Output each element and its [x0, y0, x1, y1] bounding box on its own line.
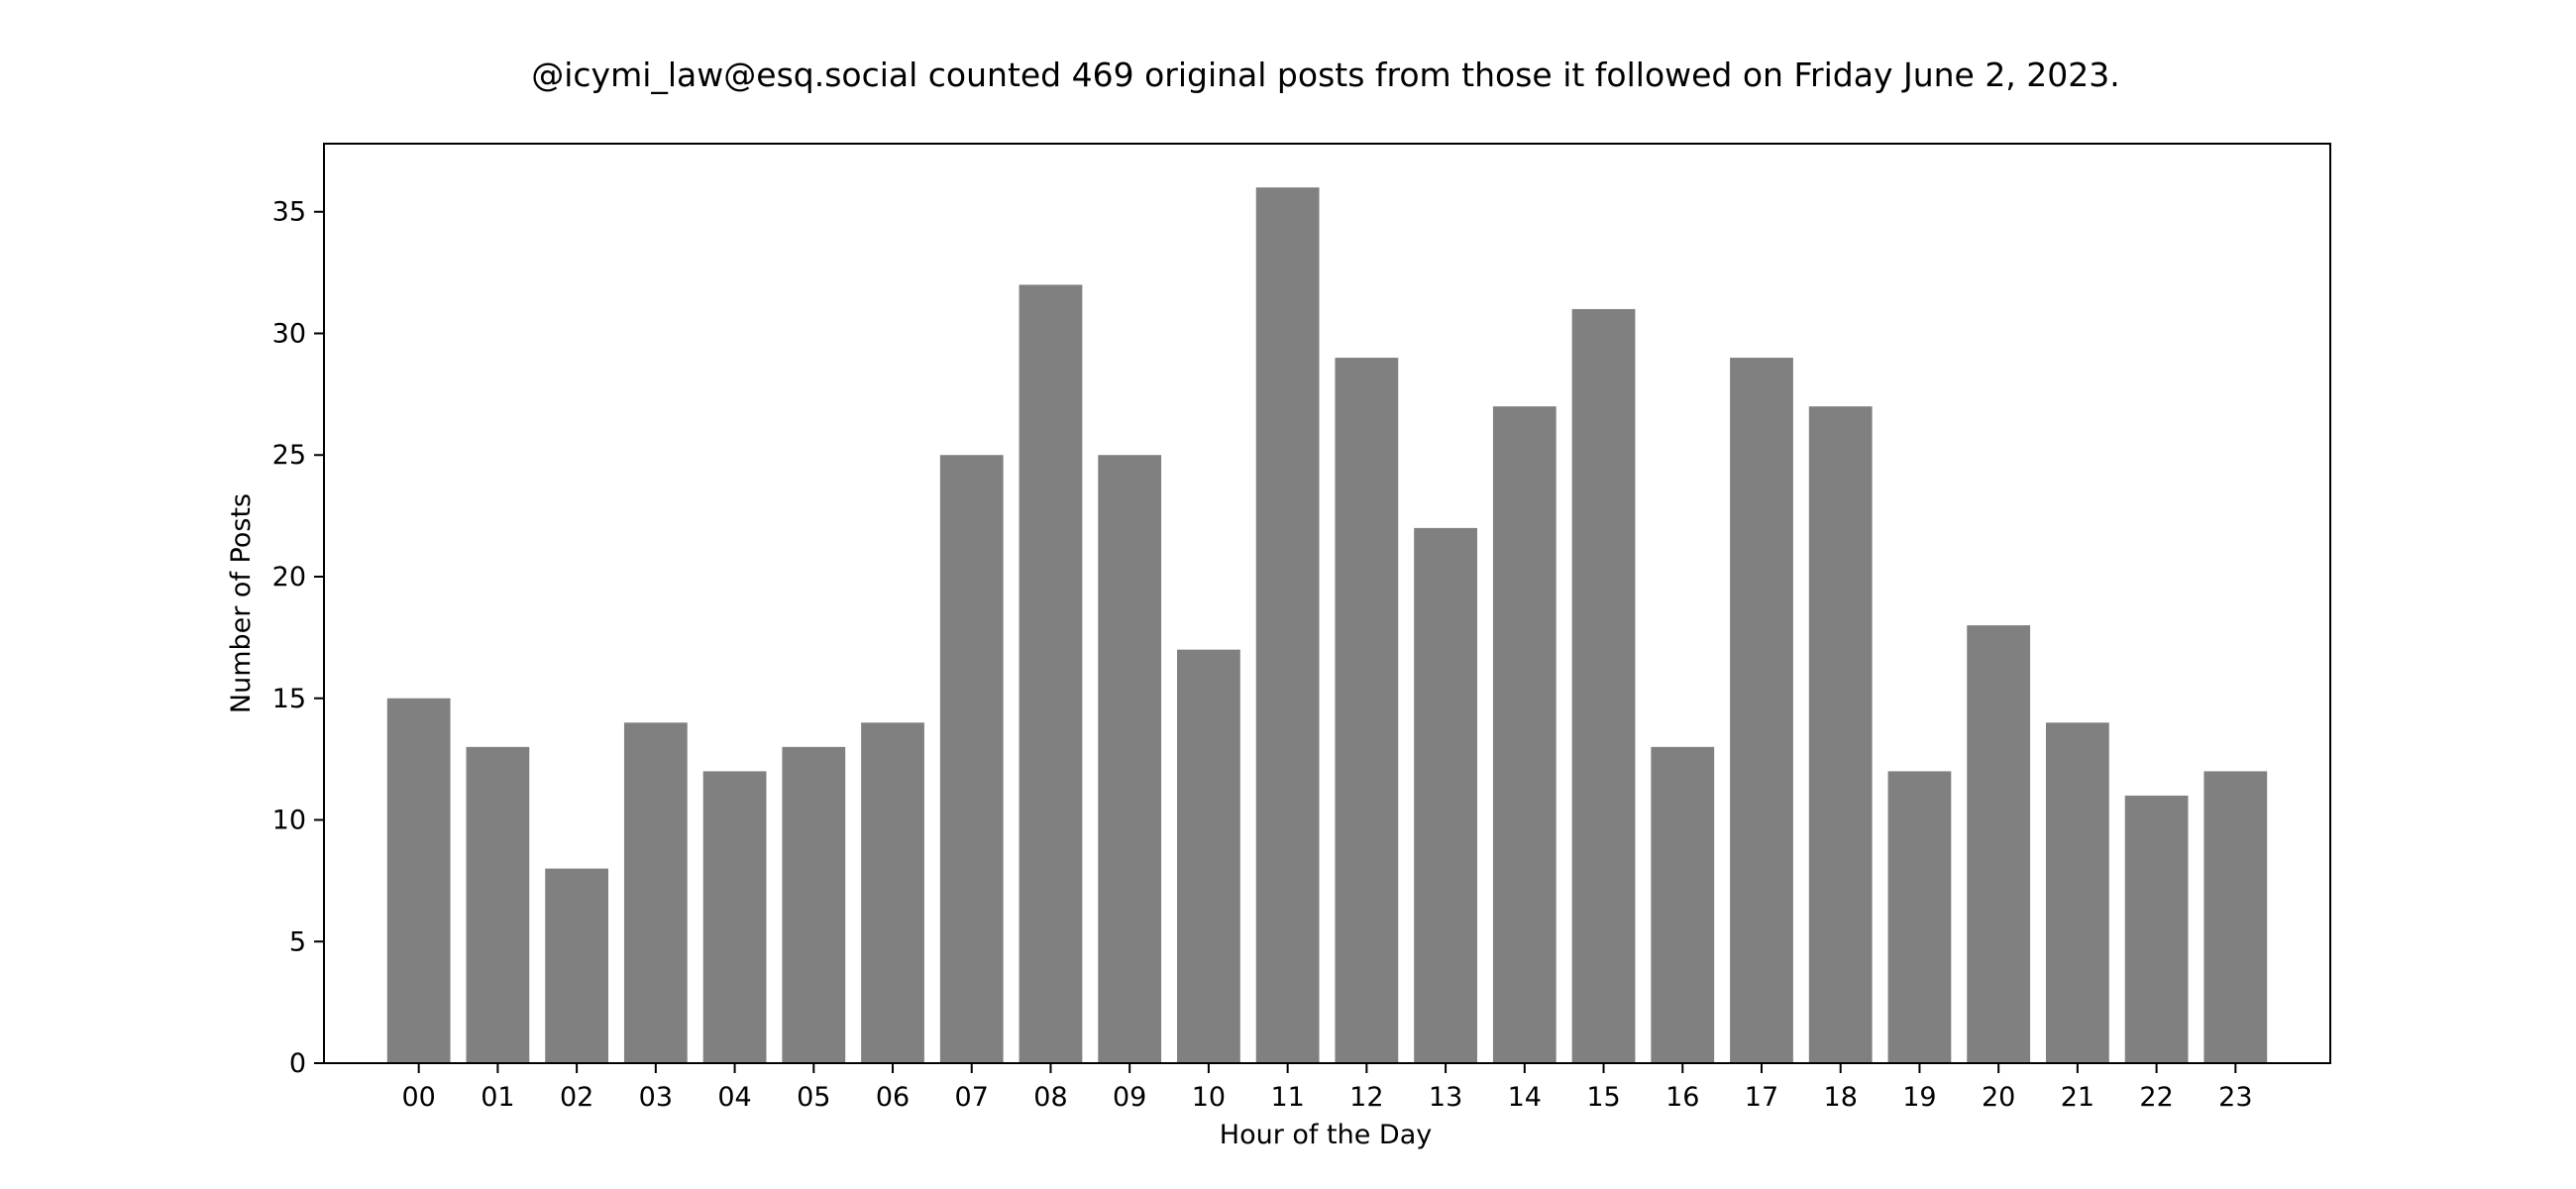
y-tick-label: 35 [272, 197, 306, 228]
plot-frame [323, 143, 2331, 1064]
bar-08 [1019, 284, 1083, 1063]
x-tick-label: 16 [1665, 1082, 1699, 1113]
bar-22 [2124, 795, 2189, 1063]
x-tick-label: 22 [2139, 1082, 2173, 1113]
x-axis-label: Hour of the Day [1220, 1120, 1432, 1150]
bar-13 [1414, 527, 1477, 1063]
bar-00 [386, 698, 451, 1063]
x-tick-label: 01 [481, 1082, 514, 1113]
y-tick-label: 30 [272, 318, 306, 349]
x-tick-label: 03 [639, 1082, 673, 1113]
y-tick-label: 15 [272, 684, 306, 714]
bar-15 [1571, 308, 1636, 1063]
bar-21 [2045, 722, 2109, 1063]
x-tick-label: 15 [1586, 1082, 1620, 1113]
bar-01 [466, 746, 530, 1063]
bar-09 [1098, 455, 1162, 1063]
x-tick-label: 23 [2218, 1082, 2252, 1113]
bar-07 [939, 455, 1004, 1063]
x-tick-label: 08 [1033, 1082, 1067, 1113]
x-tick-label: 20 [1982, 1082, 2015, 1113]
bar-03 [623, 722, 688, 1063]
bar-02 [545, 868, 609, 1063]
bar-11 [1255, 187, 1320, 1063]
bar-20 [1967, 625, 2031, 1063]
x-tick-label: 13 [1429, 1082, 1462, 1113]
y-axis-ticks: 0 5 10 15 20 25 30 35 [272, 197, 324, 1079]
y-tick-label: 25 [272, 440, 306, 471]
y-axis-label: Number of Posts [226, 493, 257, 713]
x-tick-label: 00 [401, 1082, 435, 1113]
x-tick-label: 14 [1508, 1082, 1542, 1113]
chart-title: @icymi_law@esq.social counted 469 origin… [531, 55, 2120, 94]
bar-17 [1730, 358, 1793, 1063]
bar-05 [782, 746, 846, 1063]
y-tick-label: 0 [289, 1048, 306, 1079]
x-tick-label: 12 [1349, 1082, 1383, 1113]
bar-19 [1887, 771, 1952, 1063]
x-tick-label: 02 [560, 1082, 593, 1113]
bar-12 [1335, 358, 1399, 1063]
bar-06 [861, 722, 924, 1063]
bar-04 [702, 771, 767, 1063]
bar-10 [1177, 649, 1240, 1063]
x-tick-label: 17 [1745, 1082, 1778, 1113]
x-tick-label: 10 [1192, 1082, 1226, 1113]
bar-18 [1808, 406, 1873, 1063]
x-tick-label: 06 [876, 1082, 910, 1113]
x-tick-label: 09 [1113, 1082, 1146, 1113]
x-tick-label: 07 [955, 1082, 989, 1113]
x-tick-label: 21 [2061, 1082, 2094, 1113]
y-tick-label: 5 [289, 926, 306, 957]
x-tick-label: 11 [1270, 1082, 1304, 1113]
x-axis-ticks: 00 01 02 03 04 05 06 07 08 09 10 11 12 13 14 15 16 17 18 19… [401, 1063, 2253, 1113]
y-tick-label: 20 [272, 562, 306, 593]
y-tick-label: 10 [272, 806, 306, 836]
x-tick-label: 05 [797, 1082, 830, 1113]
bar-23 [2203, 771, 2268, 1063]
bar-16 [1651, 746, 1715, 1063]
bars-group [386, 187, 2268, 1063]
x-tick-label: 19 [1902, 1082, 1936, 1113]
x-tick-label: 04 [717, 1082, 751, 1113]
x-tick-label: 18 [1824, 1082, 1858, 1113]
bar-14 [1492, 406, 1556, 1063]
